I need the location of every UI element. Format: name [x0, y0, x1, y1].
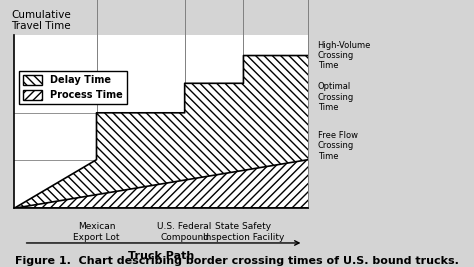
Legend: Delay Time, Process Time: Delay Time, Process Time [19, 71, 127, 104]
Text: Figure 1.  Chart describing border crossing times of U.S. bound trucks.: Figure 1. Chart describing border crossi… [15, 256, 459, 266]
Text: Optimal
Crossing
Time: Optimal Crossing Time [318, 82, 354, 112]
Text: U.S. Federal
Compound: U.S. Federal Compound [157, 222, 212, 242]
Text: Free Flow
Crossing
Time: Free Flow Crossing Time [318, 131, 357, 161]
Text: Cumulative
Travel Time: Cumulative Travel Time [11, 10, 71, 31]
Text: Truck Path: Truck Path [128, 251, 194, 261]
Text: Mexican
Export Lot: Mexican Export Lot [73, 222, 120, 242]
Text: High-Volume
Crossing
Time: High-Volume Crossing Time [318, 41, 371, 70]
Text: State Safety
Inspection Facility: State Safety Inspection Facility [203, 222, 284, 242]
